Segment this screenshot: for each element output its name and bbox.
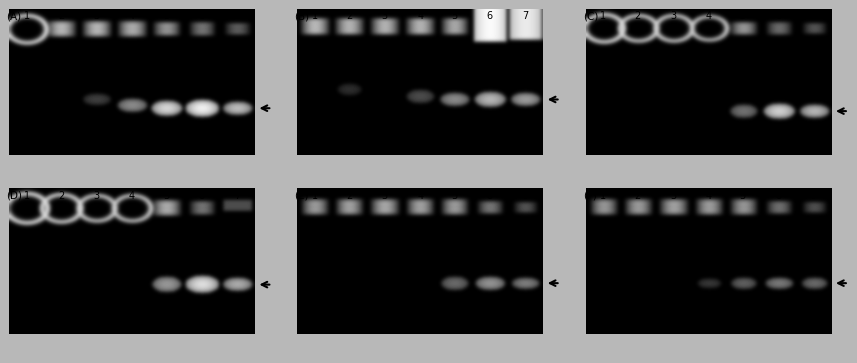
- Text: 7: 7: [234, 11, 240, 21]
- Text: 3: 3: [381, 11, 388, 21]
- Text: 5: 5: [163, 11, 170, 21]
- Text: (A): (A): [6, 11, 21, 21]
- Text: 7: 7: [811, 11, 817, 21]
- Text: 1: 1: [24, 191, 30, 200]
- Text: 1: 1: [312, 191, 318, 200]
- Text: 4: 4: [417, 11, 423, 21]
- Text: 5: 5: [163, 191, 170, 200]
- Text: 1: 1: [312, 11, 318, 21]
- Text: 3: 3: [93, 11, 99, 21]
- Text: 2: 2: [346, 11, 352, 21]
- Text: 6: 6: [199, 191, 205, 200]
- Text: (C): (C): [583, 11, 598, 21]
- Text: 7: 7: [234, 191, 240, 200]
- Text: 1: 1: [600, 11, 607, 21]
- Text: 5: 5: [740, 191, 746, 200]
- Text: 2: 2: [634, 11, 641, 21]
- Text: 4: 4: [705, 191, 711, 200]
- Text: 7: 7: [522, 191, 528, 200]
- Text: 3: 3: [670, 191, 676, 200]
- Text: 5: 5: [740, 11, 746, 21]
- Text: 3: 3: [93, 191, 99, 200]
- Text: 6: 6: [487, 11, 493, 21]
- Text: 2: 2: [58, 191, 64, 200]
- Text: 3: 3: [670, 11, 676, 21]
- Text: 4: 4: [705, 11, 711, 21]
- Text: 7: 7: [811, 191, 817, 200]
- Text: 1: 1: [600, 191, 607, 200]
- Text: 5: 5: [452, 11, 458, 21]
- Text: (F): (F): [583, 191, 596, 200]
- Text: 7: 7: [522, 11, 528, 21]
- Text: 4: 4: [129, 11, 135, 21]
- Text: 2: 2: [346, 191, 352, 200]
- Text: 6: 6: [487, 191, 493, 200]
- Text: 2: 2: [634, 191, 641, 200]
- Text: 3: 3: [381, 191, 388, 200]
- Text: 4: 4: [129, 191, 135, 200]
- Text: 6: 6: [775, 11, 782, 21]
- Text: 2: 2: [58, 11, 64, 21]
- Text: (D): (D): [6, 191, 22, 200]
- Text: 6: 6: [199, 11, 205, 21]
- Text: 5: 5: [452, 191, 458, 200]
- Text: 1: 1: [24, 11, 30, 21]
- Text: 6: 6: [775, 191, 782, 200]
- Text: (E): (E): [295, 191, 309, 200]
- Text: (B): (B): [295, 11, 309, 21]
- Text: 4: 4: [417, 191, 423, 200]
